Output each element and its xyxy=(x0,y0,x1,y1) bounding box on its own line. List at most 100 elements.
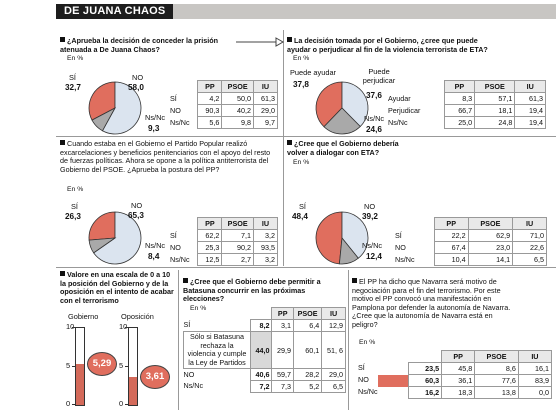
table-cell: 4,2 xyxy=(197,92,223,105)
q6-question: ¿Cree que el Gobierno debe permitir a Ba… xyxy=(183,277,343,304)
q4-table: PP PSOE IU SÍ 22,2 62,9 71,0 NO 67,4 23,0 22,6 Ns/N… xyxy=(395,217,547,266)
q5-tick-label: 0 xyxy=(66,399,71,408)
q2-value-nsnc: 24,6 xyxy=(366,125,382,134)
q5-thermometer-1 xyxy=(128,327,138,406)
q2-label-perjudicar: Puede perjudicar xyxy=(362,67,396,85)
arrow-icon xyxy=(236,37,284,47)
q2-pie-slice-1 xyxy=(341,81,369,128)
table-row: NO 67,4 23,0 22,6 xyxy=(395,241,547,254)
table-corner xyxy=(388,81,444,93)
table-cell: 12,9 xyxy=(321,319,346,332)
table-cell: 36,1 xyxy=(441,374,476,387)
row-label: SÍ xyxy=(358,362,409,375)
q1-label-nsnc: Ns/Nc xyxy=(145,113,166,122)
bullet-icon xyxy=(287,140,292,145)
q6-col-header-iu: IU xyxy=(321,307,346,320)
header-bar xyxy=(56,4,556,19)
table-cell: 90,2 xyxy=(221,241,254,254)
q5-score-bubble-1: 3,61 xyxy=(140,365,170,390)
table-row: Ns/Nc 25,0 24,8 19,4 xyxy=(388,116,546,129)
table-cell: 93,5 xyxy=(252,241,279,254)
table-cell: 57,1 xyxy=(474,92,516,105)
table-cell: 62,9 xyxy=(467,229,514,242)
row-label: NO xyxy=(395,241,435,254)
table-row: NO 40,6 59,7 28,2 29,0 xyxy=(183,368,346,381)
q1-question: ¿Aprueba la decisión de conceder la pris… xyxy=(60,36,230,54)
q3-value-si: 26,3 xyxy=(65,212,81,221)
divider-v-3 xyxy=(348,270,349,410)
table-row: Ns/Nc 10,4 14,1 6,5 xyxy=(395,253,547,266)
row-label: Ns/Nc xyxy=(395,253,435,266)
q2-unit: En % xyxy=(293,55,310,62)
table-cell: 40,2 xyxy=(221,104,254,117)
q4-value-no: 39,2 xyxy=(362,212,378,221)
table-cell: 90,3 xyxy=(197,104,223,117)
table-row: NO 60,3 36,1 77,6 83,9 xyxy=(358,374,553,387)
q5-tick-label: 5 xyxy=(66,360,71,370)
row-label: SÍ xyxy=(183,319,251,332)
table-cell: 83,9 xyxy=(517,374,553,387)
q4-unit: En % xyxy=(293,159,310,166)
table-cell: 6,5 xyxy=(321,380,346,393)
row-label: Sólo si Batasuna rechaza la violencia y … xyxy=(183,331,251,369)
row-label: Ns/Nc xyxy=(388,116,445,129)
q7-unit: En % xyxy=(359,339,376,346)
q6-unit: En % xyxy=(190,305,207,312)
row-label: Ns/Nc xyxy=(358,386,409,399)
q4-label-no: NO xyxy=(364,202,376,211)
table-cell: 6,5 xyxy=(512,253,547,266)
table-cell: 22,2 xyxy=(433,229,469,242)
table-cell: 16,1 xyxy=(517,362,553,375)
table-cell: 10,4 xyxy=(433,253,469,266)
q4-pie-slice-2 xyxy=(338,236,359,265)
q6-table: PP PSOE IU SÍ 8,2 3,1 6,4 12,9 Sólo si Batasuna … xyxy=(183,307,346,393)
table-corner xyxy=(358,351,409,363)
table-row: Ns/Nc 16,2 18,3 13,8 0,0 xyxy=(358,386,553,399)
row-total: 40,6 xyxy=(249,368,273,381)
table-corner xyxy=(395,218,434,230)
q3-label-no: NO xyxy=(131,201,143,210)
q4-value-si: 48,4 xyxy=(292,212,308,221)
row-label: SÍ xyxy=(395,229,435,242)
q1-pie-slice-2 xyxy=(91,107,116,132)
table-cell: 7,3 xyxy=(271,380,294,393)
q2-pie-slice-2 xyxy=(323,107,361,135)
q4-title: ¿Cree que el Gobierno debería volver a d… xyxy=(287,139,399,157)
q6-title: ¿Cree que el Gobierno debe permitir a Ba… xyxy=(183,277,321,304)
q1-pie-slice-0 xyxy=(88,81,116,121)
table-cell: 13,8 xyxy=(474,386,519,399)
q4-question: ¿Cree que el Gobierno debería volver a d… xyxy=(287,139,407,157)
q1-value-nsnc: 9,3 xyxy=(148,124,160,133)
divider-h-2 xyxy=(56,267,556,268)
q1-label-no: NO xyxy=(132,73,144,82)
table-cell: 60,1 xyxy=(292,331,323,369)
table-cell: 66,7 xyxy=(443,104,476,117)
table-row: NO 25,3 90,2 93,5 xyxy=(170,241,279,254)
table-cell: 67,4 xyxy=(433,241,469,254)
q4-label-nsnc: Ns/Nc xyxy=(362,241,383,250)
table-corner xyxy=(409,351,442,363)
q7-question: El PP ha dicho que Navarra será motivo d… xyxy=(352,277,520,330)
q2-pie-chart xyxy=(315,81,369,135)
row-label: SÍ xyxy=(170,92,198,105)
table-cell: 19,4 xyxy=(514,116,546,129)
table-cell: 8,3 xyxy=(443,92,476,105)
table-cell: 19,4 xyxy=(514,104,546,117)
q5-tick xyxy=(72,365,75,367)
row-label: SÍ xyxy=(170,229,198,242)
divider-h-1 xyxy=(56,136,556,137)
table-row: SÍ 62,2 7,1 3,2 xyxy=(170,229,279,242)
q7-col-header-psoe: PSOE xyxy=(474,350,519,363)
table-corner xyxy=(184,308,251,320)
divider-v-2 xyxy=(178,270,179,410)
table-cell: 29,0 xyxy=(252,104,279,117)
table-cell: 9,8 xyxy=(221,116,254,129)
row-label: Perjudicar xyxy=(388,104,445,117)
bullet-icon xyxy=(60,140,65,145)
table-cell: 62,2 xyxy=(197,229,223,242)
q5-tick-label: 10 xyxy=(119,322,128,331)
table-cell: 8,6 xyxy=(474,362,519,375)
row-total: 8,2 xyxy=(249,319,273,332)
bullet-icon xyxy=(183,278,188,283)
table-cell: 23,0 xyxy=(467,241,514,254)
